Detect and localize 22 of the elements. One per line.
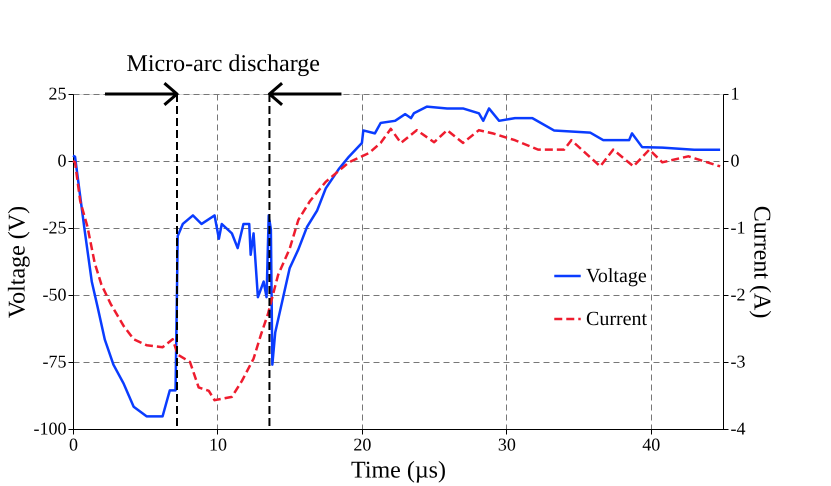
y2-tick-label: 0: [730, 150, 740, 170]
y2-tick-label: -3: [730, 352, 746, 372]
x-tick-label: 40: [642, 434, 660, 454]
y-tick-label: 0: [58, 150, 66, 170]
y2-tick-label: -4: [730, 418, 746, 438]
y2-tick-label: 1: [730, 84, 740, 104]
y2-tick-label: -1: [730, 218, 746, 238]
x-tick-label: 20: [353, 434, 372, 454]
y-axis-title: Voltage (V): [4, 206, 31, 318]
x-tick-label: 10: [208, 434, 227, 454]
y2-axis-title: Current (A): [748, 206, 774, 318]
legend-label: Current: [586, 308, 648, 330]
y-tick-label: -25: [42, 218, 66, 238]
text: Micro-arc discharge: [126, 51, 320, 77]
y-tick-label: 25: [48, 84, 66, 104]
y2-tick-label: -2: [730, 284, 746, 304]
y-tick-label: -75: [42, 352, 66, 372]
legend-label: Voltage: [586, 265, 647, 287]
x-axis-title: Time (µs): [351, 458, 446, 484]
x-tick-label: 30: [498, 434, 516, 454]
y-tick-label: -100: [34, 418, 66, 438]
y-tick-label: -50: [42, 284, 66, 304]
